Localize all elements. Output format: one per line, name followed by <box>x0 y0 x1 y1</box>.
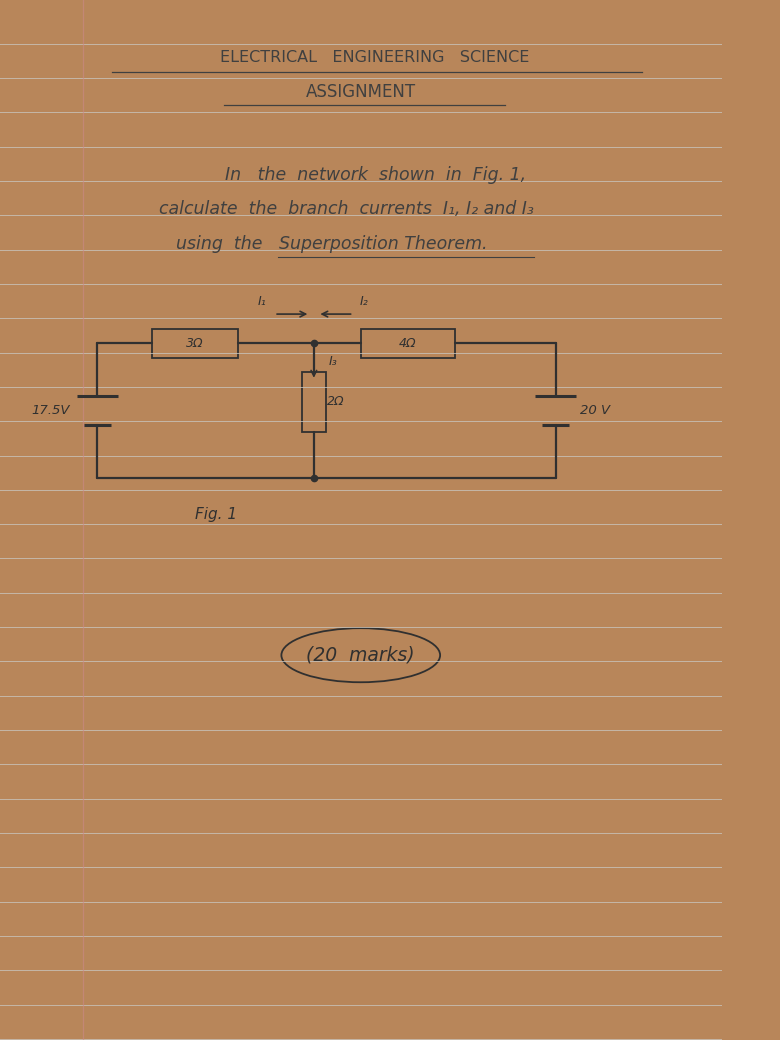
Text: 17.5V: 17.5V <box>31 405 69 417</box>
Text: I₃: I₃ <box>328 356 337 368</box>
Text: Fig. 1: Fig. 1 <box>195 508 238 522</box>
Text: ELECTRICAL   ENGINEERING   SCIENCE: ELECTRICAL ENGINEERING SCIENCE <box>221 50 530 64</box>
Text: 3Ω: 3Ω <box>186 337 204 349</box>
Text: I₂: I₂ <box>360 295 369 308</box>
Text: ASSIGNMENT: ASSIGNMENT <box>306 82 416 101</box>
Text: using  the   Superposition Theorem.: using the Superposition Theorem. <box>176 235 488 254</box>
Text: 2Ω: 2Ω <box>327 395 344 409</box>
Text: (20  marks): (20 marks) <box>307 646 415 665</box>
Bar <box>151 329 238 358</box>
Text: I₁: I₁ <box>257 295 266 308</box>
Bar <box>302 372 326 432</box>
Bar <box>360 329 455 358</box>
Text: In   the  network  shown  in  Fig. 1,: In the network shown in Fig. 1, <box>225 165 526 184</box>
Text: calculate  the  branch  currents  I₁, I₂ and I₃: calculate the branch currents I₁, I₂ and… <box>159 200 534 218</box>
Text: 4Ω: 4Ω <box>399 337 417 349</box>
Text: 20 V: 20 V <box>580 405 610 417</box>
